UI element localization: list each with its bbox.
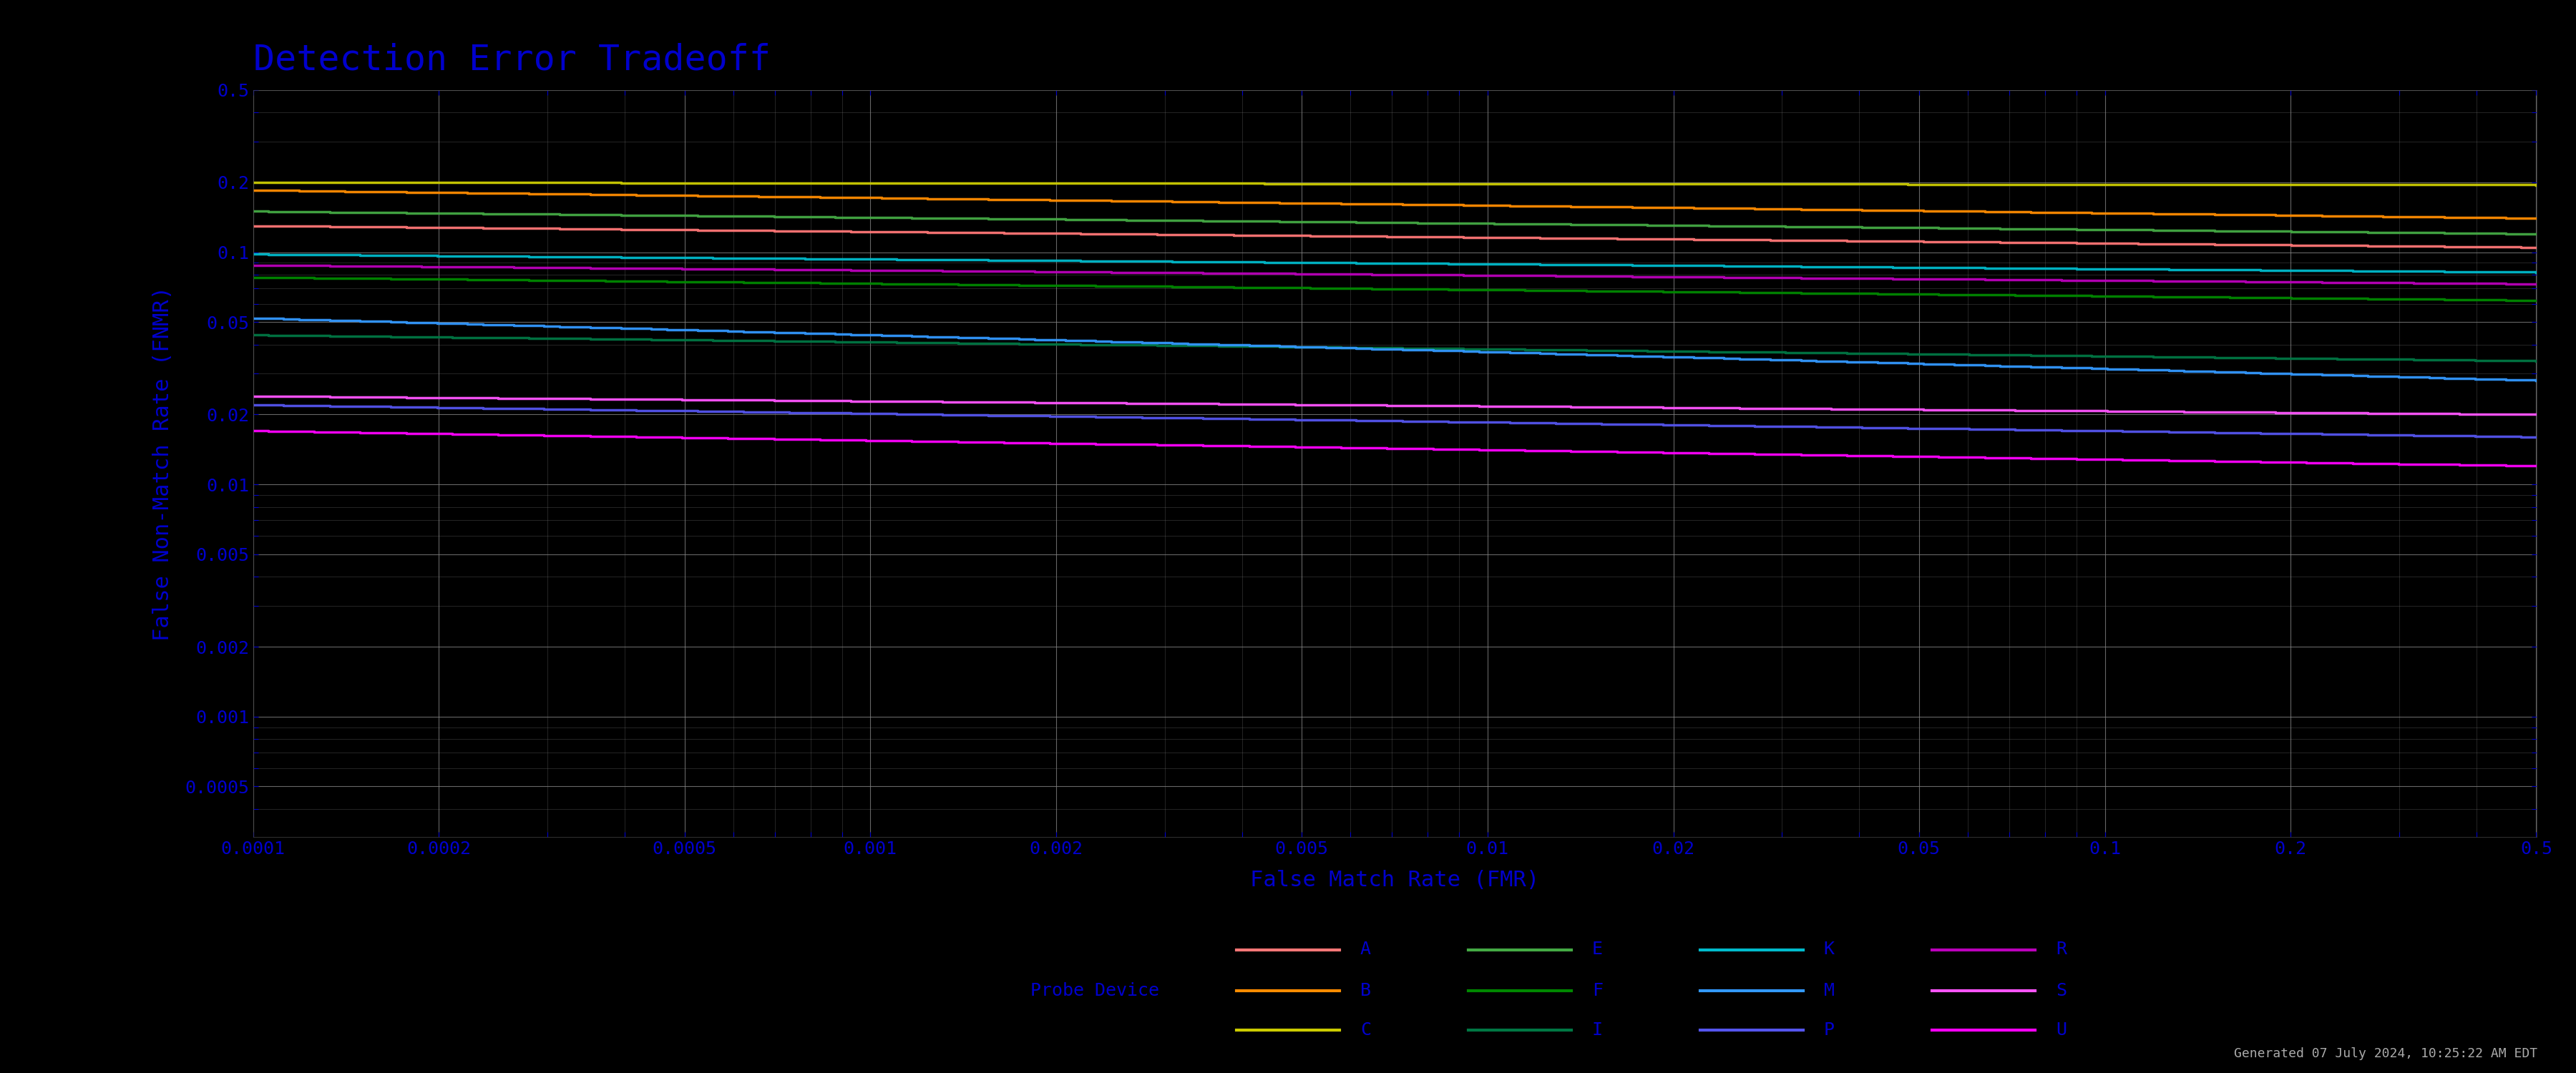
Text: U: U [2056,1021,2066,1039]
Text: Detection Error Tradeoff: Detection Error Tradeoff [252,43,770,77]
Text: F: F [1592,982,1602,999]
Text: A: A [1360,941,1370,958]
Text: B: B [1360,982,1370,999]
Text: Probe Device: Probe Device [1030,982,1159,999]
Text: I: I [1592,1021,1602,1039]
Text: M: M [1824,982,1834,999]
Text: K: K [1824,941,1834,958]
Text: R: R [2056,941,2066,958]
Text: Generated 07 July 2024, 10:25:22 AM EDT: Generated 07 July 2024, 10:25:22 AM EDT [2233,1047,2537,1060]
X-axis label: False Match Rate (FMR): False Match Rate (FMR) [1249,870,1540,891]
Y-axis label: False Non-Match Rate (FNMR): False Non-Match Rate (FNMR) [152,286,173,641]
Text: E: E [1592,941,1602,958]
Text: C: C [1360,1021,1370,1039]
Text: P: P [1824,1021,1834,1039]
Text: S: S [2056,982,2066,999]
